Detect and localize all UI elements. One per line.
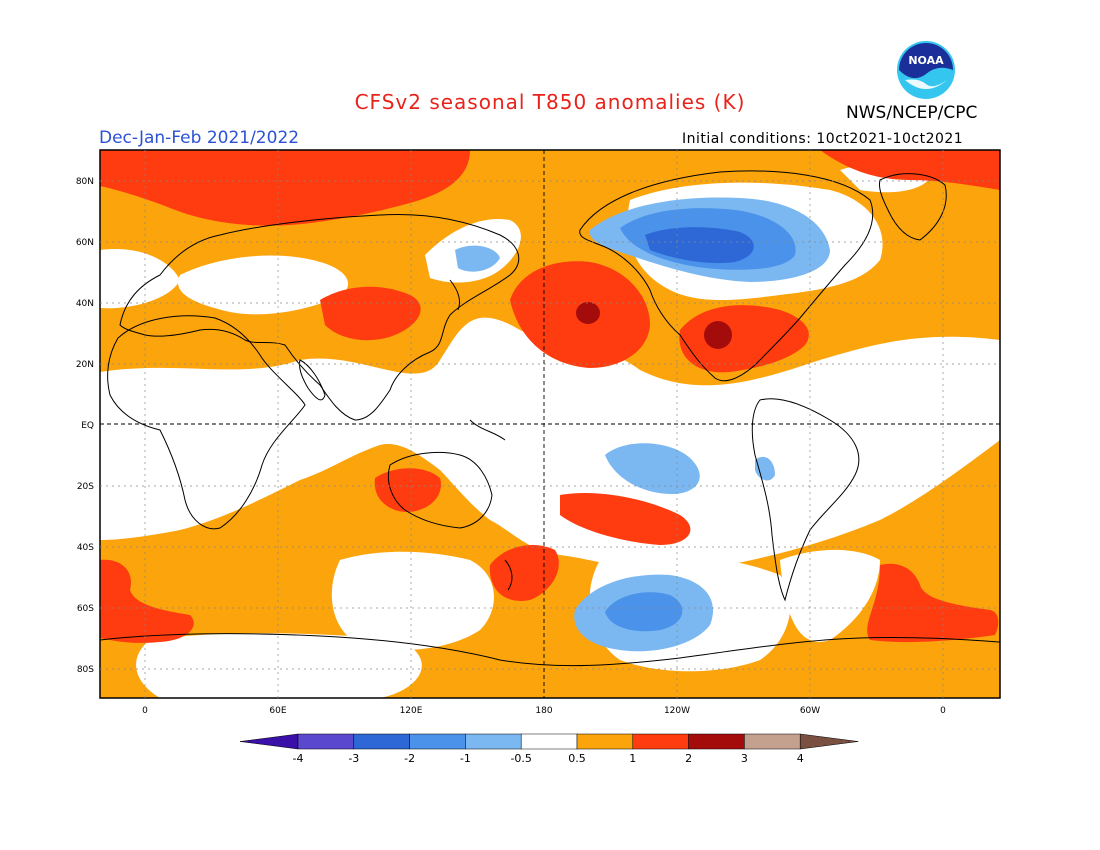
lat-label: 40S (77, 543, 94, 553)
lat-label: 40N (76, 299, 94, 309)
lon-label: 180 (535, 706, 552, 716)
colorbar-label: 1 (629, 752, 636, 765)
lat-label: 20N (76, 360, 94, 370)
colorbar-label: -1 (460, 752, 471, 765)
chart-title: CFSv2 seasonal T850 anomalies (K) (354, 90, 746, 114)
colorbar-label: -2 (404, 752, 415, 765)
colorbar-segment (632, 733, 689, 750)
lon-label: 0 (142, 706, 148, 716)
colorbar-arrow-high (799, 733, 859, 750)
lat-label: EQ (81, 421, 94, 431)
colorbar-label: 0.5 (568, 752, 586, 765)
colorbar-label: -3 (348, 752, 359, 765)
lon-label: 0 (940, 706, 946, 716)
lat-label: 20S (77, 482, 94, 492)
logo-text: NOAA (908, 54, 944, 67)
colorbar-arrow-low (239, 733, 299, 750)
noaa-logo: NOAA (897, 41, 955, 99)
colorbar-segment (353, 733, 410, 750)
colorbar-segment (688, 733, 745, 750)
colorbar-label: 2 (685, 752, 692, 765)
colorbar-label: 3 (741, 752, 748, 765)
colorbar-segment (576, 733, 634, 750)
lon-label: 60E (269, 706, 286, 716)
colorbar-segment (520, 733, 578, 750)
season-label: Dec-Jan-Feb 2021/2022 (99, 128, 300, 148)
colorbar: -4 -3 -2 -1 -0.5 0.5 1 2 3 4 (239, 733, 859, 765)
colorbar-segment (465, 733, 522, 750)
colorbar-label: -4 (293, 752, 304, 765)
lon-label: 120W (664, 706, 690, 716)
grid-lines (100, 150, 1000, 698)
initial-conditions-label: Initial conditions: 10ct2021-10ct2021 (682, 131, 964, 147)
colorbar-label: 4 (797, 752, 804, 765)
colorbar-segment (744, 733, 801, 750)
colorbar-segment (409, 733, 466, 750)
lat-label: 60S (77, 604, 94, 614)
lat-label: 60N (76, 238, 94, 248)
lat-label: 80S (77, 665, 94, 675)
agency-label: NWS/NCEP/CPC (846, 103, 978, 123)
colorbar-segment (297, 733, 355, 750)
lon-label: 120E (400, 706, 423, 716)
lon-label: 60W (800, 706, 820, 716)
lat-label: 80N (76, 177, 94, 187)
colorbar-label: -0.5 (510, 752, 531, 765)
